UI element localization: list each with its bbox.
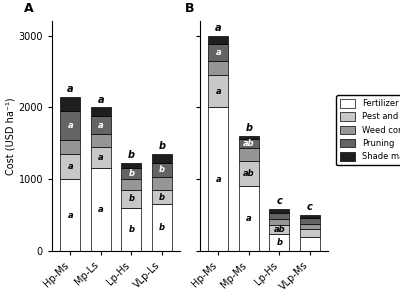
Bar xyxy=(300,230,320,237)
Bar xyxy=(208,107,228,251)
Text: a: a xyxy=(68,121,73,130)
Bar xyxy=(121,208,141,251)
Text: b: b xyxy=(245,123,252,133)
Text: b: b xyxy=(159,193,165,202)
Bar xyxy=(152,177,172,190)
Text: a: a xyxy=(67,84,74,94)
Bar xyxy=(121,168,141,179)
Bar xyxy=(91,107,111,116)
Bar xyxy=(239,136,259,139)
Legend: Fertilizer, Pest and disease control, Weed control, Pruning, Shade management: Fertilizer, Pest and disease control, We… xyxy=(336,95,400,165)
Bar xyxy=(269,225,289,234)
Bar xyxy=(60,97,80,111)
Bar xyxy=(91,168,111,251)
Text: b: b xyxy=(128,169,134,178)
Bar xyxy=(208,75,228,107)
Bar xyxy=(121,179,141,190)
Text: b: b xyxy=(276,238,282,247)
Bar xyxy=(208,61,228,75)
Bar xyxy=(91,116,111,134)
Bar xyxy=(91,147,111,168)
Bar xyxy=(121,163,141,168)
Bar xyxy=(269,234,289,251)
Text: b: b xyxy=(159,165,165,174)
Bar xyxy=(152,163,172,177)
Bar xyxy=(239,186,259,251)
Text: a: a xyxy=(98,121,104,129)
Text: B: B xyxy=(185,2,194,14)
Bar xyxy=(239,161,259,186)
Bar xyxy=(121,190,141,208)
Bar xyxy=(152,190,172,204)
Bar xyxy=(208,44,228,61)
Text: b: b xyxy=(158,141,165,151)
Text: A: A xyxy=(24,2,34,14)
Bar xyxy=(152,154,172,163)
Bar xyxy=(60,140,80,154)
Text: c: c xyxy=(307,202,312,212)
Bar xyxy=(300,215,320,218)
Bar xyxy=(239,139,259,148)
Bar xyxy=(269,213,289,219)
Bar xyxy=(269,209,289,213)
Text: c: c xyxy=(276,196,282,206)
Bar xyxy=(60,179,80,251)
Bar xyxy=(239,148,259,161)
Bar xyxy=(300,237,320,251)
Bar xyxy=(60,111,80,140)
Text: a: a xyxy=(216,87,221,96)
Bar xyxy=(208,36,228,44)
Text: a: a xyxy=(98,153,104,162)
Bar xyxy=(269,219,289,225)
Bar xyxy=(91,134,111,147)
Y-axis label: Cost (USD ha⁻¹): Cost (USD ha⁻¹) xyxy=(6,97,16,175)
Text: a: a xyxy=(215,23,222,33)
Text: b: b xyxy=(159,223,165,232)
Text: ab: ab xyxy=(243,169,254,178)
Text: ab: ab xyxy=(243,139,254,148)
Text: a: a xyxy=(98,95,104,105)
Text: b: b xyxy=(128,194,134,203)
Bar xyxy=(152,204,172,251)
Text: a: a xyxy=(98,205,104,214)
Text: a: a xyxy=(68,211,73,220)
Bar xyxy=(300,224,320,230)
Text: a: a xyxy=(216,175,221,184)
Text: a: a xyxy=(246,214,252,223)
Text: ab: ab xyxy=(274,225,285,234)
Bar xyxy=(60,154,80,179)
Text: b: b xyxy=(128,225,134,234)
Text: b: b xyxy=(128,150,135,160)
Text: a: a xyxy=(216,48,221,57)
Bar xyxy=(300,218,320,224)
Text: a: a xyxy=(68,162,73,171)
